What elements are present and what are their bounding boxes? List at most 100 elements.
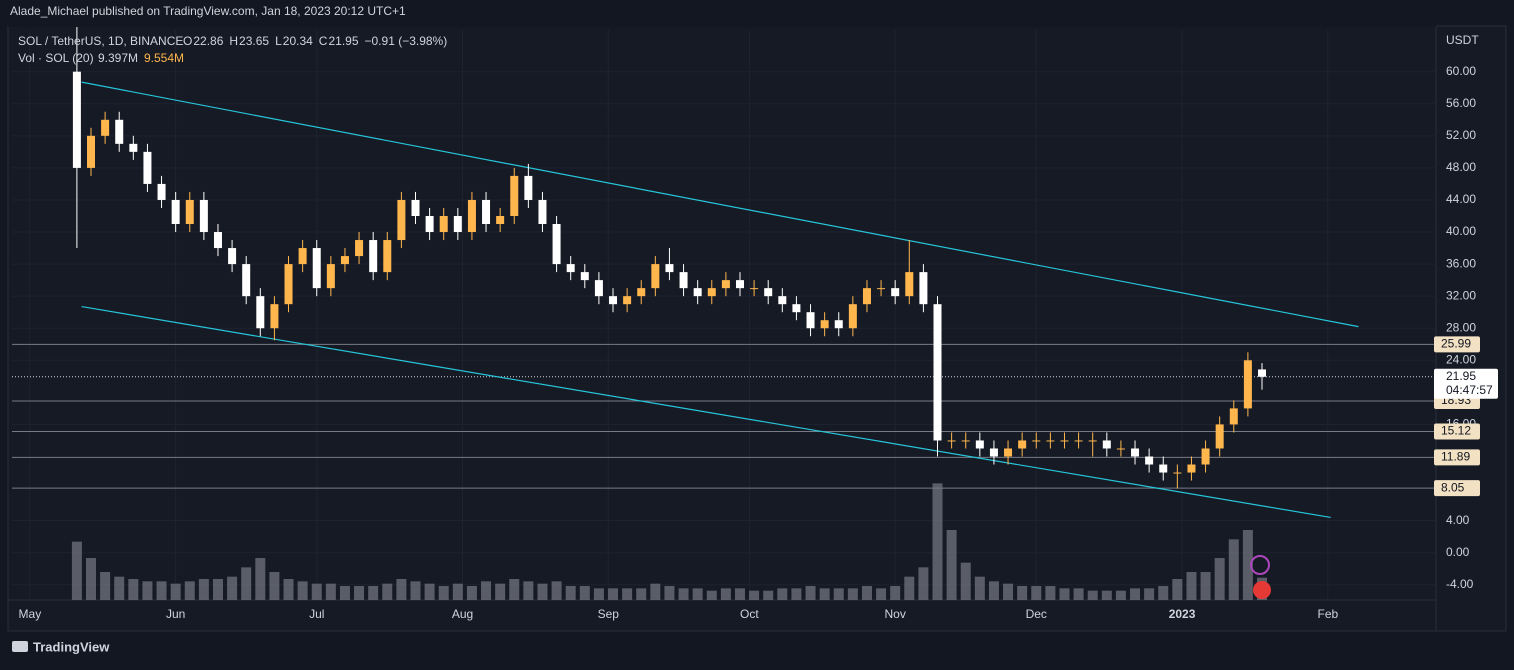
candle-body — [1088, 440, 1097, 442]
candle-body — [862, 288, 871, 305]
y-unit: USDT — [1446, 33, 1479, 47]
y-tick-label: 52.00 — [1446, 128, 1476, 142]
volume-bar — [354, 586, 365, 600]
volume-bar — [396, 579, 407, 600]
candle-body — [129, 143, 138, 152]
volume-bar — [255, 558, 266, 600]
volume-bar — [805, 586, 816, 600]
candle-body — [1215, 424, 1224, 449]
volume-bar — [650, 583, 661, 600]
candle-body — [1243, 360, 1252, 409]
volume-bar — [692, 588, 703, 600]
volume-bar — [763, 590, 774, 600]
candle-body — [326, 264, 335, 289]
current-price-label: 21.95 — [1446, 369, 1476, 383]
flag-icon[interactable] — [1253, 581, 1271, 599]
volume-bar — [861, 586, 872, 600]
ohlc-value: 23.65 — [239, 34, 269, 48]
volume-bar — [1087, 590, 1098, 600]
volume-bar — [481, 581, 492, 600]
level-box — [1434, 449, 1480, 466]
volume-bar — [876, 588, 887, 600]
candle-body — [961, 440, 970, 442]
volume-bar — [269, 572, 280, 600]
plot-mask — [8, 0, 1436, 27]
change: −0.91 (−3.98%) — [365, 34, 448, 48]
volume-bar — [241, 567, 252, 600]
volume-bar — [114, 576, 125, 600]
candle-body — [270, 304, 279, 329]
candle-body — [1060, 440, 1069, 442]
candle-body — [609, 296, 618, 305]
publisher: Alade_Michael published on TradingView.c… — [10, 4, 406, 18]
candle-body — [933, 304, 942, 441]
candle-body — [284, 264, 293, 305]
trendline — [81, 81, 1359, 328]
candle-body — [1116, 448, 1125, 450]
volume-bar — [1214, 558, 1225, 600]
candle-body — [891, 288, 900, 297]
volume-bar — [890, 586, 901, 600]
candle-body — [411, 199, 420, 216]
volume-bar — [918, 567, 929, 600]
ohlc-value: 20.34 — [283, 34, 313, 48]
candle-body — [1145, 456, 1154, 465]
logo-icon — [12, 641, 28, 652]
volume-bar — [424, 583, 435, 600]
candle-body — [256, 296, 265, 329]
y-tick-label: 0.00 — [1446, 545, 1470, 559]
level-box — [1434, 336, 1480, 353]
volume-bar — [664, 586, 675, 600]
candle-body — [355, 240, 364, 257]
volume-bar — [1073, 588, 1084, 600]
volume-bar — [579, 586, 590, 600]
plot — [8, 0, 1436, 600]
volume-bar — [988, 581, 999, 600]
y-tick-label: 60.00 — [1446, 64, 1476, 78]
y-tick-label: 4.00 — [1446, 513, 1470, 527]
volume-bar — [636, 588, 647, 600]
candle-body — [425, 215, 434, 233]
candle-body — [538, 199, 547, 225]
volume-bar — [932, 483, 943, 600]
candle-body — [510, 175, 519, 216]
volume-bar — [128, 579, 139, 600]
volume-bar — [142, 581, 153, 600]
candle-body — [467, 199, 476, 233]
volume-bar — [297, 581, 308, 600]
volume-bar — [466, 586, 477, 600]
volume-bar — [1158, 586, 1169, 600]
level-label: 25.99 — [1441, 337, 1471, 351]
volume-bar — [325, 583, 336, 600]
candle-body — [1046, 440, 1055, 442]
candle-body — [707, 288, 716, 297]
candle-body — [975, 440, 984, 449]
volume-bar — [212, 579, 223, 600]
candle-body — [792, 304, 801, 313]
volume-bar — [960, 562, 971, 600]
x-tick-label: 2023 — [1169, 607, 1196, 621]
y-tick-label: 28.00 — [1446, 320, 1476, 334]
candle-body — [1032, 440, 1041, 442]
volume-bar — [974, 576, 985, 600]
volume-bar — [734, 588, 745, 600]
volume-ma: 9.397M — [98, 51, 138, 65]
volume-bar — [1172, 579, 1183, 600]
volume-bar — [706, 590, 717, 600]
candle-body — [1187, 464, 1196, 473]
x-tick-label: Aug — [452, 607, 473, 621]
ohlc-value: 22.86 — [193, 34, 223, 48]
level-label: 15.12 — [1441, 424, 1471, 438]
volume-bar — [608, 588, 619, 600]
volume-bar — [86, 558, 97, 600]
volume-bar — [184, 581, 195, 600]
level-box — [1434, 480, 1480, 497]
volume-bar — [71, 541, 82, 600]
y-tick-label: 40.00 — [1446, 224, 1476, 238]
volume-bar — [749, 590, 760, 600]
volume-last: 9.554M — [144, 51, 184, 65]
candle-body — [185, 199, 194, 225]
alert-icon[interactable] — [1250, 555, 1270, 575]
candle-body — [312, 248, 321, 289]
